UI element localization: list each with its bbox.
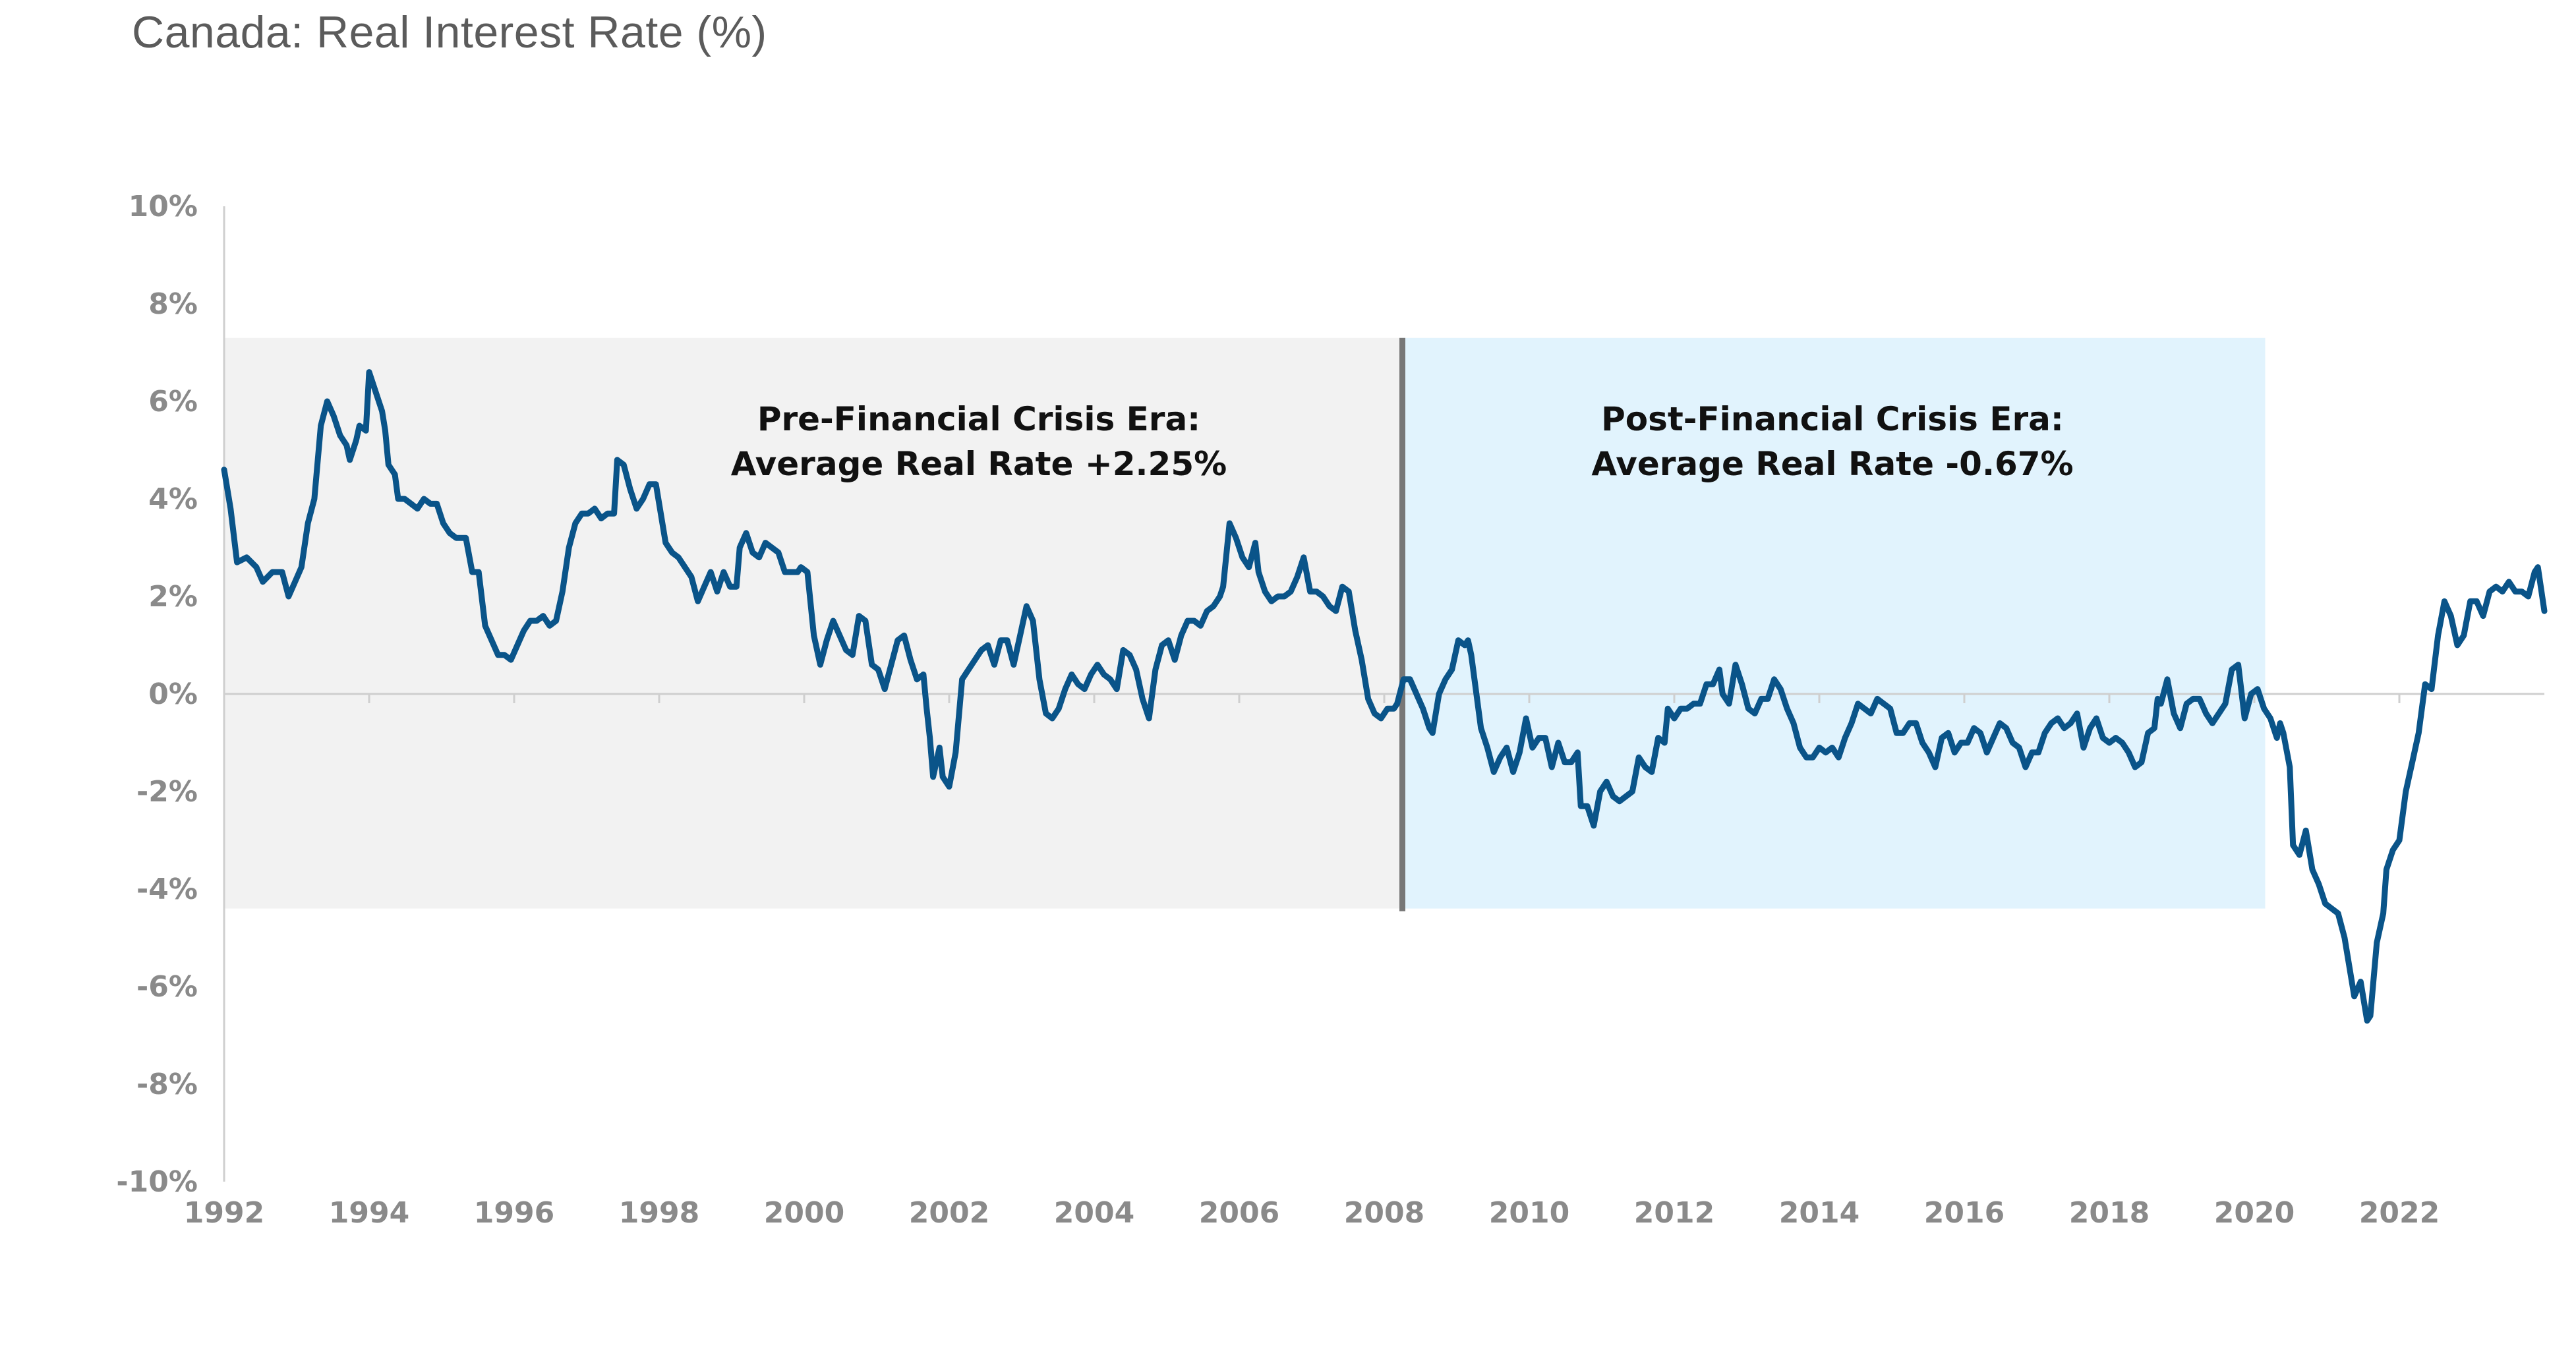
x-tick-label: 2018 [2069, 1196, 2150, 1230]
x-tick-label: 2016 [1924, 1196, 2005, 1230]
x-tick-label: 2022 [2359, 1196, 2440, 1230]
y-tick-label: -2% [136, 775, 198, 809]
post-era-label-line1: Post-Financial Crisis Era: [1601, 400, 2064, 438]
y-axis-ticks: 10% 8% 6% 4% 2% 0% -2% -4% -6% -8% -10% [116, 190, 198, 1199]
x-tick-label: 2004 [1054, 1196, 1134, 1230]
pre-era-label-line2: Average Real Rate +2.25% [731, 445, 1227, 483]
y-tick-label: -10% [116, 1165, 198, 1199]
y-tick-label: 8% [148, 287, 198, 321]
x-tick-label: 1996 [474, 1196, 554, 1230]
y-tick-label: 4% [148, 482, 198, 516]
x-tick-label: 1998 [619, 1196, 699, 1230]
y-tick-label: -6% [136, 970, 198, 1004]
x-tick-label: 2020 [2214, 1196, 2295, 1230]
y-tick-label: 0% [148, 677, 198, 711]
x-tick-label: 2012 [1634, 1196, 1714, 1230]
y-tick-label: -4% [136, 873, 198, 906]
x-axis-ticks: 1992 1994 1996 1998 2000 2002 2004 2006 2008 2010… [184, 1196, 2440, 1230]
post-crisis-shaded-region [1402, 337, 2266, 909]
y-tick-label: -8% [136, 1068, 198, 1101]
y-tick-label: 6% [148, 385, 198, 418]
post-era-label-line2: Average Real Rate -0.67% [1591, 445, 2073, 483]
pre-era-label-line1: Pre-Financial Crisis Era: [757, 400, 1200, 438]
y-tick-label: 2% [148, 580, 198, 614]
x-tick-label: 2002 [909, 1196, 989, 1230]
x-tick-label: 1992 [184, 1196, 264, 1230]
y-tick-label: 10% [129, 190, 198, 223]
x-tick-label: 2006 [1199, 1196, 1279, 1230]
real-rate-series-line [221, 369, 2548, 1024]
x-axis-tick-marks [368, 694, 2401, 703]
x-tick-label: 2014 [1779, 1196, 1859, 1230]
x-tick-label: 2000 [764, 1196, 844, 1230]
x-tick-label: 2010 [1489, 1196, 1569, 1230]
chart-title: Canada: Real Interest Rate (%) [132, 7, 767, 57]
x-tick-label: 1994 [329, 1196, 409, 1230]
x-tick-label: 2008 [1344, 1196, 1424, 1230]
